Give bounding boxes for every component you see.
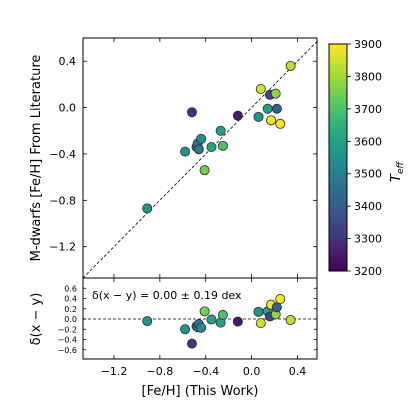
residual-xtick-label-5: 0.4 xyxy=(289,365,307,378)
main-ytick-label-2: −0.8 xyxy=(49,194,76,207)
residual-ytick-label-2: −0.4 xyxy=(58,336,77,345)
main-point-2 xyxy=(180,146,191,157)
residual-point-9 xyxy=(206,314,217,325)
residual-point-7 xyxy=(196,322,207,333)
main-point-3 xyxy=(186,107,197,118)
main-point-10 xyxy=(215,125,226,136)
main-ylabel: M-dwarfs [Fe/H] From Literature xyxy=(29,55,44,262)
main-ytick-label-3: −0.4 xyxy=(49,148,76,161)
main-ytick-label-4: 0.0 xyxy=(59,102,77,115)
residual-point-14 xyxy=(255,318,266,329)
residual-point-20 xyxy=(275,294,286,305)
main-point-13 xyxy=(253,111,264,122)
main-point-18 xyxy=(270,88,281,99)
residual-point-21 xyxy=(285,315,296,326)
colorbar-tick-label-7: 3800 xyxy=(354,70,382,83)
colorbar-label-sub: eff xyxy=(396,161,406,175)
main-point-19 xyxy=(271,103,282,114)
colorbar-tick-label-1: 3200 xyxy=(354,265,382,278)
main-ticks: −1.2 −0.8 −0.4 0.0 0.4 xyxy=(49,38,317,278)
residual-xlabel: [Fe/H] (This Work) xyxy=(142,384,259,399)
main-point-20 xyxy=(275,118,286,129)
colorbar: 3200 3300 3400 3500 3600 3700 3800 3900 Teff xyxy=(328,38,406,278)
main-point-21 xyxy=(285,60,296,71)
residual-xtick-label-4: 0.0 xyxy=(243,365,261,378)
main-point-14 xyxy=(255,84,266,95)
residual-ytick-label-5: 0.2 xyxy=(64,305,77,314)
colorbar-label: Teff xyxy=(389,161,406,182)
residual-ytick-label-3: −0.2 xyxy=(58,325,77,334)
colorbar-label-main: T xyxy=(389,173,404,182)
residual-ticks: −1.2 −0.8 −0.4 0.0 0.4−0.6−0.4−0.20.00.20.40… xyxy=(58,278,317,378)
colorbar-ticks: 3200 3300 3400 3500 3600 3700 3800 3900 xyxy=(347,38,382,278)
residual-xtick-label-1: −1.2 xyxy=(101,365,128,378)
colorbar-tick-label-5: 3600 xyxy=(354,135,382,148)
residual-ytick-label-7: 0.6 xyxy=(64,284,77,293)
main-point-17 xyxy=(266,115,277,126)
main-point-6 xyxy=(193,144,204,155)
main-point-11 xyxy=(217,140,228,151)
main-point-1 xyxy=(142,203,153,214)
main-point-7 xyxy=(196,133,207,144)
main-point-8 xyxy=(199,165,210,176)
residual-ytick-label-1: −0.6 xyxy=(58,346,77,355)
main-point-12 xyxy=(232,110,243,121)
residual-scatter-points xyxy=(142,294,296,349)
main-scatter-points xyxy=(142,60,296,214)
residual-point-13 xyxy=(253,306,264,317)
one-to-one-dashed-line xyxy=(82,41,318,279)
colorbar-tick-label-6: 3700 xyxy=(354,103,382,116)
residual-point-8 xyxy=(199,306,210,317)
residual-point-3 xyxy=(186,338,197,349)
colorbar-tick-label-8: 3900 xyxy=(354,38,382,51)
colorbar-gradient xyxy=(328,43,348,272)
colorbar-tick-label-3: 3400 xyxy=(354,200,382,213)
residual-point-2 xyxy=(180,324,191,335)
residual-point-11 xyxy=(217,309,228,320)
residual-ytick-label-6: 0.4 xyxy=(64,295,77,304)
main-point-15 xyxy=(262,103,273,114)
main-panel: −1.2 −0.8 −0.4 0.0 0.4 M-dwarfs [Fe/H] From … xyxy=(29,37,318,279)
main-plot-frame xyxy=(82,37,318,279)
colorbar-tick-label-2: 3300 xyxy=(354,233,382,246)
residual-ylabel: δ(x − y) xyxy=(29,293,44,346)
residual-xtick-label-2: −0.8 xyxy=(146,365,173,378)
one-to-one-line xyxy=(82,41,318,279)
main-point-9 xyxy=(206,141,217,152)
main-ytick-label-1: −1.2 xyxy=(49,241,76,254)
residual-panel: −1.2 −0.8 −0.4 0.0 0.4−0.6−0.4−0.20.00.20.40… xyxy=(29,277,318,399)
colorbar-tick-label-4: 3500 xyxy=(354,168,382,181)
residual-xtick-label-3: −0.4 xyxy=(192,365,219,378)
main-ytick-label-5: 0.4 xyxy=(59,55,77,68)
residual-point-12 xyxy=(232,316,243,327)
residual-ytick-label-4: 0.0 xyxy=(64,315,77,324)
residual-point-1 xyxy=(142,316,153,327)
residual-annotation: δ(x − y) = 0.00 ± 0.19 dex xyxy=(92,289,242,302)
